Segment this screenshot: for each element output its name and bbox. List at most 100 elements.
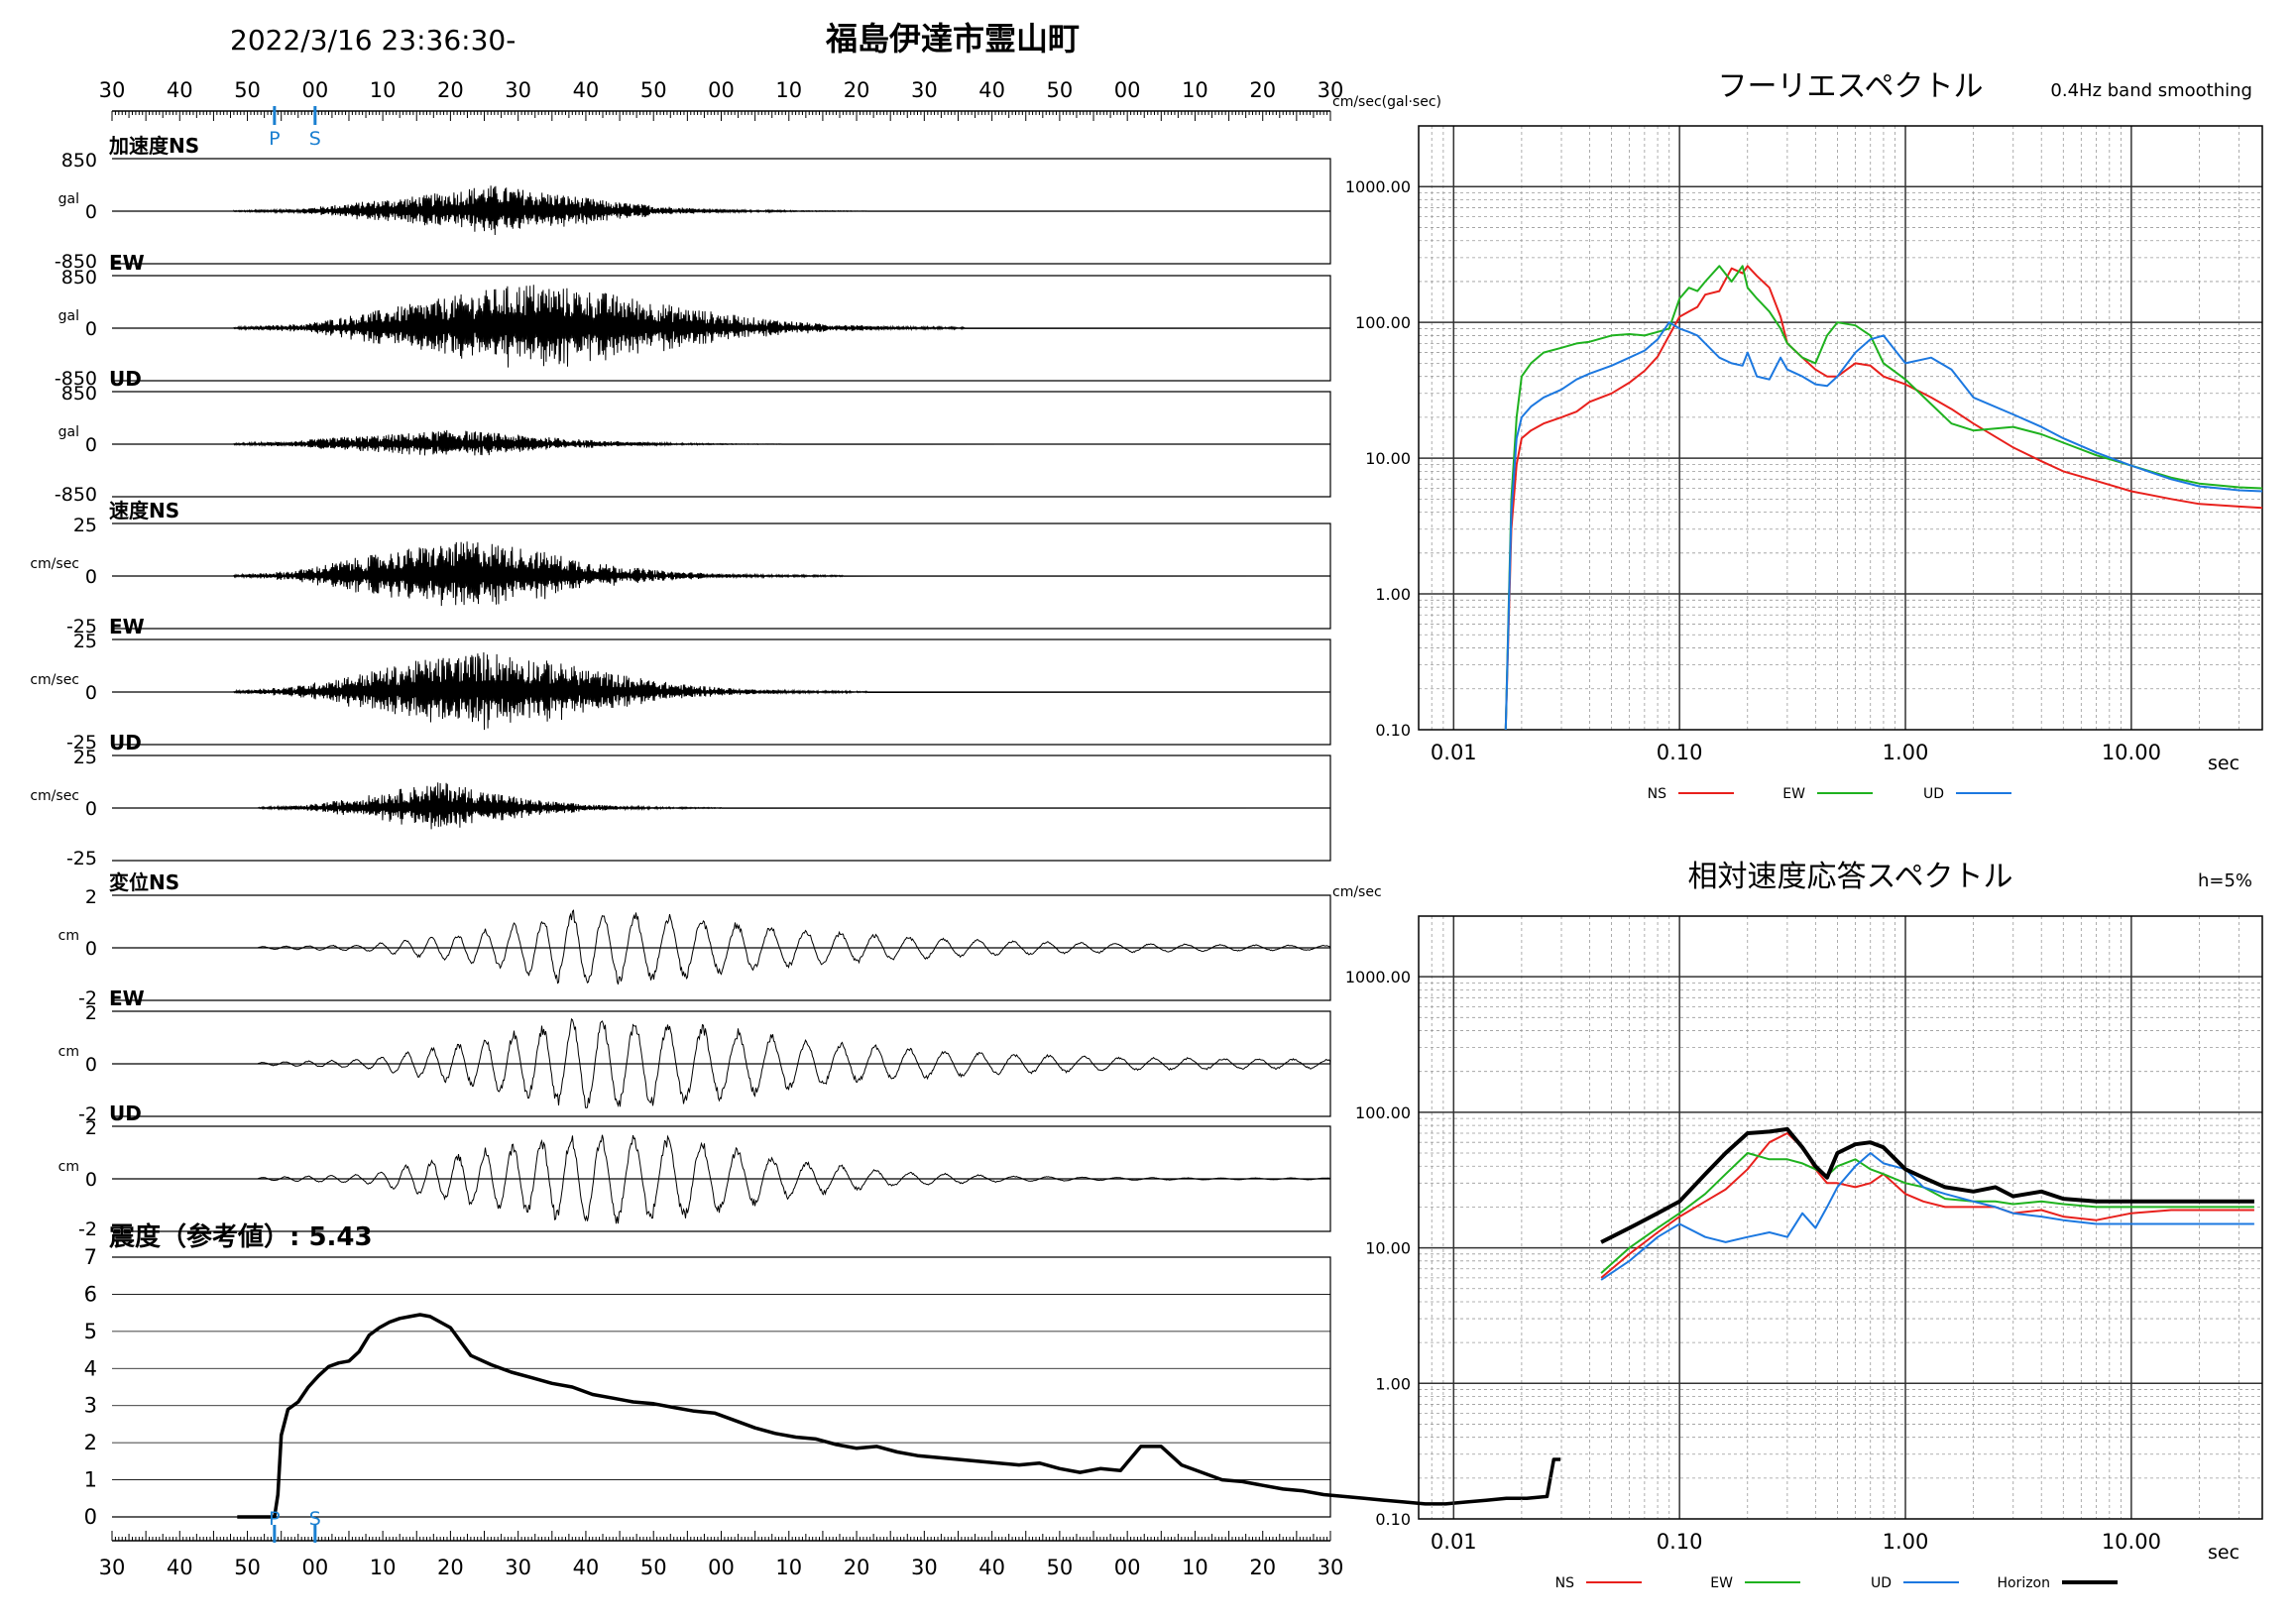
intensity-y-tick: 2 [84,1431,97,1454]
y-tick-label: 1.00 [1375,585,1411,604]
panel-title: EW [109,986,145,1010]
y-zero-label: 0 [85,798,97,820]
y-min-label: -2 [78,987,97,1009]
time-tick-label: 00 [708,1556,735,1579]
chart-title: フーリエスペクトル [1718,69,1984,104]
series-line-horizon [1600,1126,2254,1244]
y-min-label: -25 [66,848,97,869]
x-tick-label: 1.00 [1883,741,1929,764]
time-tick-label: 30 [1318,78,1344,102]
series-line-ns [1504,265,2263,731]
waveform-trace [112,285,1331,368]
y-axis-label: cm/sec(gal·sec) [1332,94,1441,110]
time-tick-label: 10 [370,1556,397,1579]
waveform-panel-vel-ew: EW 25 0 -25 cm/sec [30,615,1331,754]
waveform-trace [112,185,1331,236]
series-line-ns [1600,1132,2254,1279]
time-tick-label: 50 [640,1556,667,1579]
waveform-panel-vel-ns: 速度NS 25 0 -25 cm/sec [30,499,1331,638]
unit-label: gal [58,308,79,324]
waveform-panel-vel-ud: UD 25 0 -25 cm/sec [30,731,1331,869]
y-tick-label: 1000.00 [1345,177,1411,196]
waveform-trace [112,782,1331,830]
waveform-trace [112,1017,1331,1108]
waveform-panel-acc-ns: 加速度NS 850 0 -850 gal [55,134,1331,273]
y-min-label: -850 [55,368,97,390]
waveform-panel-acc-ew: EW 850 0 -850 gal [55,251,1331,390]
legend-label-ud: UD [1871,1575,1892,1591]
time-tick-label: 30 [911,1556,938,1579]
time-tick-label: 20 [844,78,870,102]
y-tick-label: 1000.00 [1345,968,1411,986]
time-axis-top: 30 40 50 00 10 20 30 40 50 00 10 20 30 40 50 00 10 20 30 P S [99,78,1344,150]
time-tick-label: 40 [978,1556,1005,1579]
marker-p-label: P [269,128,280,150]
time-tick-label: 20 [1249,1556,1276,1579]
plot-frame [1418,125,2263,731]
waveform-trace [112,429,1331,456]
time-tick-label: 00 [301,1556,328,1579]
waveform-trace [112,541,1331,607]
legend-label-ns: NS [1648,786,1666,802]
panel-title: EW [109,251,145,275]
panel-title: EW [109,615,145,638]
panel-title: 変位NS [109,870,179,894]
intensity-y-tick: 6 [84,1282,97,1306]
y-tick-label: 1.00 [1375,1374,1411,1393]
marker-p-label: P [269,1508,280,1530]
time-tick-label: 20 [437,1556,464,1579]
intensity-y-tick: 4 [84,1356,97,1380]
header-location: 福島伊達市霊山町 [825,20,1080,58]
time-tick-label: 20 [844,1556,870,1579]
y-min-label: -2 [78,1103,97,1125]
chart-subtitle: 0.4Hz band smoothing [2050,80,2252,101]
header-datetime: 2022/3/16 23:36:30- [230,24,516,57]
x-tick-label: 10.00 [2102,741,2161,764]
panel-title: UD [109,1101,142,1125]
waveform-panel-disp-ew: EW 2 0 -2 cm [58,986,1331,1125]
y-min-label: -2 [78,1218,97,1240]
time-tick-label: 50 [234,1556,261,1579]
waveform-panel-disp-ns: 変位NS 2 0 -2 cm [58,870,1331,1009]
time-tick-label: 40 [167,78,193,102]
time-tick-label: 30 [505,1556,531,1579]
intensity-y-tick: 5 [84,1320,97,1343]
time-tick-label: 00 [1114,1556,1141,1579]
time-tick-label: 10 [370,78,397,102]
unit-label: cm [58,1159,79,1175]
x-tick-label: 1.00 [1883,1530,1929,1554]
y-tick-label: 100.00 [1355,313,1411,332]
time-tick-label: 40 [573,1556,600,1579]
time-tick-label: 30 [99,1556,126,1579]
y-max-label: 25 [73,515,97,536]
legend-label-ns: NS [1555,1575,1574,1591]
time-tick-label: 10 [775,78,802,102]
time-tick-label: 40 [573,78,600,102]
y-min-label: -850 [55,251,97,273]
intensity-y-tick: 3 [84,1394,97,1418]
plot-frame [1418,915,2263,1520]
unit-label: cm/sec [30,788,79,804]
chart-title: 相対速度応答スペクトル [1688,860,2013,894]
y-max-label: 850 [61,150,97,172]
y-min-label: -25 [66,732,97,754]
time-tick-label: 50 [234,78,261,102]
legend-label-ud: UD [1923,786,1944,802]
intensity-frame [112,1256,1331,1518]
y-tick-label: 0.10 [1375,721,1411,740]
unit-label: gal [58,424,79,440]
y-max-label: 25 [73,747,97,768]
y-min-label: -850 [55,484,97,506]
y-tick-label: 10.00 [1365,1239,1411,1258]
series-line-ud [1600,1152,2254,1281]
time-tick-label: 30 [505,78,531,102]
legend-label-ew: EW [1710,1575,1733,1591]
waveform-panels: 加速度NS 850 0 -850 gal EW 850 0 -850 gal UD 850 0 -850 g… [30,134,1331,1240]
unit-label: cm [58,1044,79,1060]
intensity-y-tick: 7 [84,1245,97,1269]
y-zero-label: 0 [85,566,97,588]
panel-title: 加速度NS [108,134,199,158]
unit-label: cm/sec [30,672,79,688]
time-tick-label: 40 [978,78,1005,102]
